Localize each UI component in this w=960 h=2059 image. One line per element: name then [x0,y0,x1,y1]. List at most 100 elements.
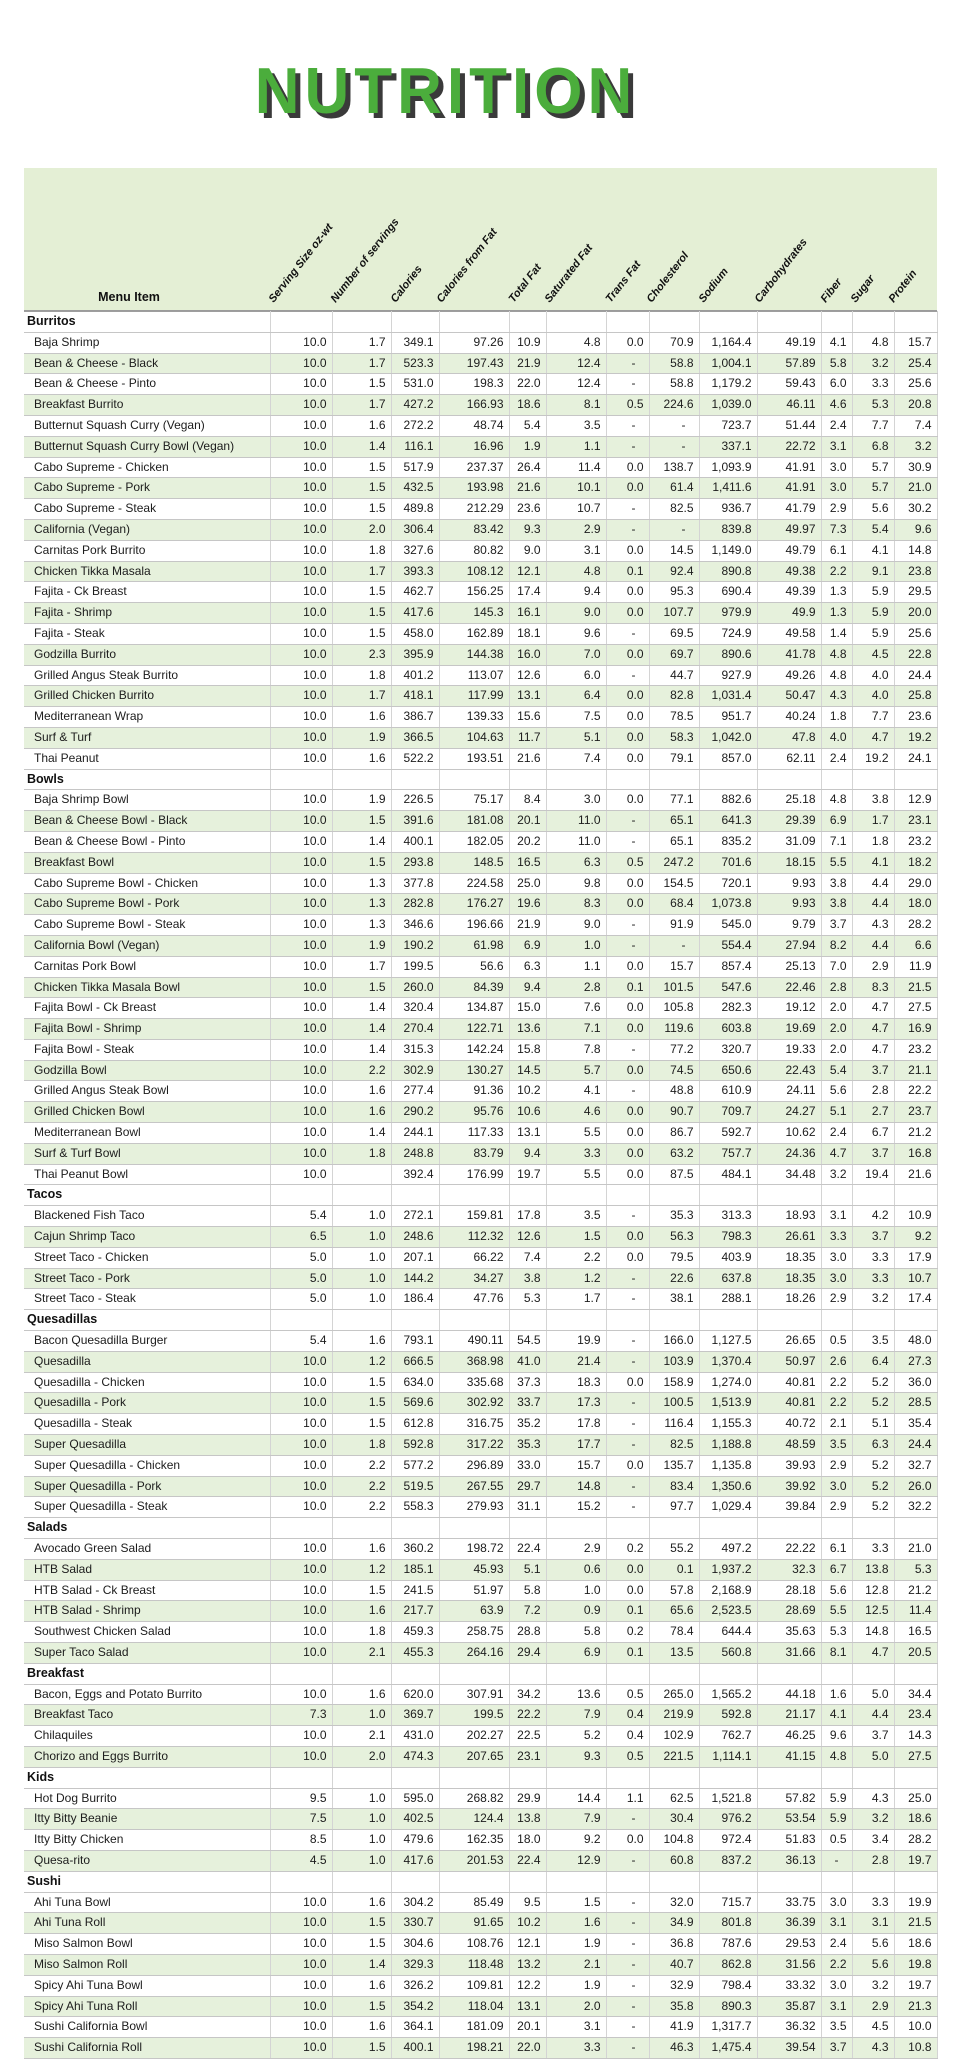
value-cell: 34.27 [439,1268,510,1290]
value-cell: 15.2 [546,1496,607,1519]
table-row: California (Vegan) 10.0 2.0 306.4 83.42 9.3 2.… [24,519,938,541]
table-row: Super Quesadilla - Steak 10.0 2.2 558.3 279.… [24,1496,938,1519]
menu-item-cell: Bean & Cheese - Black [24,353,271,375]
value-cell: 835.2 [699,831,758,853]
value-cell: - [649,519,700,541]
value-cell: 0.0 [606,997,650,1020]
section-row: Sushi [24,1870,938,1893]
value-cell: 1,039.0 [699,394,758,416]
value-cell: 19.7 [894,1975,938,1997]
value-cell: 592.8 [391,1434,440,1456]
value-cell: 21.0 [894,1538,938,1560]
empty-cell [649,1184,700,1207]
value-cell: 144.38 [439,644,510,666]
value-cell: 10.0 [270,1476,333,1498]
value-cell: 23.1 [894,810,938,832]
table-row: Quesadilla 10.0 1.2 666.5 368.98 41.0 21.4-103… [24,1351,938,1373]
value-cell: 11.4 [894,1600,938,1623]
menu-item-cell: Surf & Turf Bowl [24,1143,271,1165]
value-cell: 0.0 [606,644,650,666]
value-cell: 4.7 [821,1143,853,1165]
value-cell: 0.0 [606,602,650,624]
value-cell: 199.5 [391,956,440,978]
value-cell: 10.2 [509,1080,547,1103]
empty-cell [649,768,700,791]
value-cell: 610.9 [699,1080,758,1103]
value-cell: 592.8 [699,1704,758,1727]
value-cell: 1,475.4 [699,2037,758,2059]
value-cell: 1.5 [332,623,392,645]
value-cell: 39.84 [757,1496,822,1519]
table-row: Avocado Green Salad 10.0 1.6 360.2 198.72 22.… [24,1538,938,1560]
value-cell: 10.0 [270,373,333,396]
value-cell: 5.2 [852,1496,895,1519]
section-row: Tacos [24,1184,938,1207]
value-cell: 61.98 [439,935,510,957]
value-cell: 267.55 [439,1476,510,1498]
empty-cell [391,1309,440,1332]
table-row: Sushi California Roll 10.0 1.5 400.1 198.21 2… [24,2037,938,2059]
value-cell: 936.7 [699,498,758,520]
value-cell: 1.8 [332,1434,392,1456]
value-cell: 116.4 [649,1413,700,1436]
value-cell: - [606,415,650,437]
menu-item-column-header: Menu Item [98,290,160,304]
empty-cell [649,1662,700,1685]
value-cell: 927.9 [699,665,758,687]
value-cell: 951.7 [699,706,758,728]
value-cell: 0.0 [606,540,650,562]
value-cell: - [606,2037,650,2059]
empty-cell [821,1184,853,1207]
table-row: Cabo Supreme - Steak 10.0 1.5 489.8 212.29 23… [24,498,938,520]
value-cell: 1.0 [546,1580,607,1602]
table-row: Quesadilla - Pork 10.0 1.5 569.6 302.92 33.7 1… [24,1392,938,1415]
value-cell: 3.5 [852,1330,895,1352]
value-cell: 0.0 [606,332,650,354]
empty-cell [757,1662,822,1685]
value-cell: 1,114.1 [699,1746,758,1768]
value-cell: 10.0 [270,685,333,708]
value-cell: 19.7 [509,1164,547,1186]
value-cell: 85.49 [439,1892,510,1914]
value-cell: 19.6 [509,893,547,916]
value-cell: 3.3 [546,1143,607,1165]
value-cell: 156.25 [439,581,510,604]
value-cell: 479.6 [391,1829,440,1851]
value-cell: 315.3 [391,1039,440,1061]
value-cell: 49.79 [757,540,822,562]
empty-cell [332,768,392,791]
value-cell: 10.9 [894,1205,938,1228]
value-cell: 1.4 [332,1018,392,1040]
menu-item-cell: Bean & Cheese Bowl - Pinto [24,831,271,853]
value-cell: 70.9 [649,332,700,354]
value-cell: 5.3 [894,1559,938,1581]
empty-cell [332,311,392,333]
menu-item-cell: Bean & Cheese Bowl - Black [24,810,271,832]
table-row: Bacon, Eggs and Potato Burrito 10.0 1.6 620… [24,1684,938,1706]
value-cell: - [649,935,700,957]
value-cell: 91.9 [649,914,700,936]
value-cell: 1.9 [546,1933,607,1955]
value-cell: 558.3 [391,1496,440,1519]
value-cell: 1,073.8 [699,893,758,916]
value-cell: 337.1 [699,436,758,458]
value-cell: 139.33 [439,706,510,728]
value-cell: 117.33 [439,1122,510,1144]
value-cell: 282.3 [699,997,758,1020]
value-cell: 277.4 [391,1080,440,1103]
value-cell: 10.0 [270,665,333,687]
empty-cell [439,311,510,333]
value-cell: 8.3 [852,977,895,999]
value-cell: 49.38 [757,561,822,583]
value-cell: 1.5 [332,1413,392,1436]
section-row: Quesadillas [24,1309,938,1332]
value-cell: 10.0 [270,977,333,999]
value-cell: 3.3 [852,373,895,396]
table-row: Hot Dog Burrito 9.5 1.0 595.0 268.82 29.9 14.4… [24,1788,938,1810]
value-cell: 5.0 [270,1247,333,1269]
value-cell: 46.11 [757,394,822,416]
value-cell: 1.4 [332,1039,392,1061]
value-cell: 9.6 [821,1725,853,1747]
value-cell: 83.79 [439,1143,510,1165]
value-cell: 45.93 [439,1559,510,1581]
